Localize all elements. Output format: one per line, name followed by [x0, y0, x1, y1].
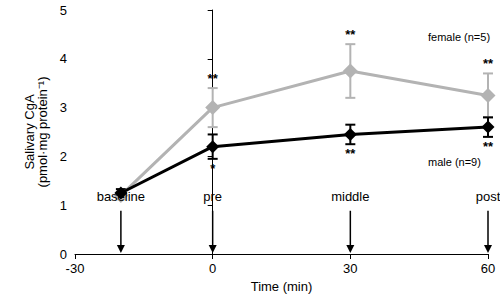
svg-text:female (n=5): female (n=5) — [428, 31, 490, 43]
svg-text:Time (min): Time (min) — [251, 279, 313, 294]
svg-text:post: post — [476, 189, 500, 204]
svg-text:2: 2 — [60, 149, 67, 164]
svg-text:**: ** — [483, 139, 494, 154]
svg-text:*: * — [210, 161, 216, 176]
svg-text:1: 1 — [60, 198, 67, 213]
svg-text:30: 30 — [343, 261, 357, 276]
svg-text:5: 5 — [60, 3, 67, 18]
svg-text:pre: pre — [203, 189, 222, 204]
svg-text:**: ** — [483, 56, 494, 71]
svg-text:Salivary CgA: Salivary CgA — [21, 94, 37, 170]
svg-text:**: ** — [208, 71, 219, 86]
svg-text:-30: -30 — [66, 261, 85, 276]
svg-text:middle: middle — [331, 189, 369, 204]
svg-text:male (n=9): male (n=9) — [428, 156, 481, 168]
svg-text:baseline: baseline — [97, 189, 145, 204]
svg-text:0: 0 — [60, 247, 67, 262]
svg-text:3: 3 — [60, 100, 67, 115]
svg-text:**: ** — [345, 146, 356, 161]
svg-text:(pmol·mg protein⁻¹): (pmol·mg protein⁻¹) — [35, 77, 50, 188]
svg-text:**: ** — [345, 27, 356, 42]
svg-text:4: 4 — [60, 51, 67, 66]
svg-text:0: 0 — [209, 261, 216, 276]
svg-text:60: 60 — [481, 261, 495, 276]
